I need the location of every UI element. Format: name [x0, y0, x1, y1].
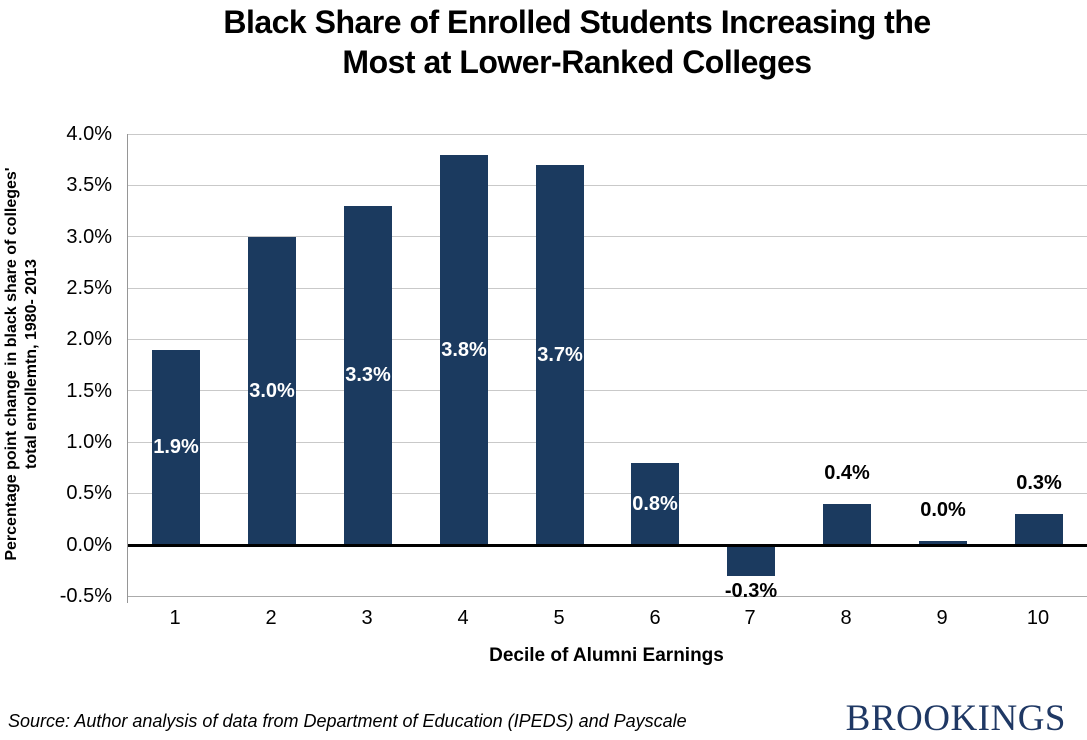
- y-tick-label: 1.0%: [66, 431, 112, 453]
- x-tick-label: 2: [265, 607, 277, 629]
- bar-label: 0.0%: [920, 499, 966, 521]
- bar-decile-2: [248, 237, 296, 545]
- bar-decile-1: [152, 350, 200, 545]
- chart-title-line1: Black Share of Enrolled Students Increas…: [223, 4, 931, 40]
- bar-decile-10: [1015, 514, 1063, 545]
- bar-label: 3.0%: [249, 380, 295, 402]
- bar-decile-7: [727, 545, 775, 576]
- brookings-logo: BROOKINGS: [845, 698, 1066, 739]
- x-tick-label: 5: [553, 607, 565, 629]
- bar-label: 3.3%: [345, 364, 391, 386]
- axis-corner-stub: [127, 596, 128, 603]
- bar-decile-6: [631, 463, 679, 545]
- gridline: [128, 595, 1087, 597]
- gridline: [128, 133, 1087, 135]
- chart-title: Black Share of Enrolled Students Increas…: [67, 2, 1087, 82]
- y-axis-tick-labels: 4.0% 3.5% 3.0% 2.5% 2.0% 1.5% 1.0% 0.5% 0.0% -0.5…: [0, 0, 112, 740]
- x-tick-label: 3: [361, 607, 373, 629]
- gridline: [128, 236, 1087, 238]
- x-axis-tick-labels: 1 2 3 4 5 6 7 8 9 10: [127, 606, 1086, 632]
- y-tick-label: 2.5%: [66, 277, 112, 299]
- bar-decile-8: [823, 504, 871, 545]
- gridline: [128, 184, 1087, 186]
- x-tick-label: 8: [840, 607, 852, 629]
- zero-baseline: [128, 544, 1087, 547]
- bar-decile-5: [536, 165, 584, 545]
- bar-label: 0.4%: [824, 462, 870, 484]
- bar-label: 3.8%: [441, 339, 487, 361]
- bar-decile-9: [919, 541, 967, 545]
- y-tick-label: 0.0%: [66, 533, 112, 556]
- x-axis-title: Decile of Alumni Earnings: [489, 645, 724, 666]
- x-tick-label: 1: [169, 607, 181, 629]
- source-note: Source: Author analysis of data from Dep…: [8, 711, 687, 731]
- gridline: [128, 338, 1087, 340]
- bar-label: -0.3%: [724, 580, 778, 602]
- x-tick-label: 9: [936, 607, 948, 629]
- gridline: [128, 492, 1087, 494]
- y-tick-label: 3.0%: [66, 225, 112, 248]
- bar-label: 1.9%: [153, 436, 199, 458]
- x-tick-label: 4: [457, 607, 469, 629]
- y-tick-label: 4.0%: [66, 123, 112, 145]
- bar-decile-3: [344, 206, 392, 545]
- y-tick-label: 1.5%: [66, 379, 112, 402]
- y-tick-label: 3.5%: [66, 174, 112, 197]
- gridline: [128, 441, 1087, 443]
- bar-label: 0.3%: [1016, 472, 1062, 494]
- y-tick-label: 2.0%: [66, 328, 112, 351]
- bar-label: 0.8%: [632, 493, 678, 515]
- x-tick-label: 7: [744, 607, 756, 629]
- x-tick-label: 6: [649, 607, 661, 629]
- y-tick-label: 0.5%: [66, 482, 112, 505]
- x-tick-label: 10: [1026, 607, 1050, 629]
- gridline: [128, 390, 1087, 392]
- y-tick-label: -0.5%: [59, 585, 112, 607]
- plot-area: 1.9% 3.0% 3.3% 3.8% 3.7% 0.8% -0.3% 0.4% 0.0% 0.3…: [127, 133, 1087, 603]
- chart-title-line2: Most at Lower-Ranked Colleges: [342, 44, 812, 80]
- bar-decile-4: [440, 155, 488, 545]
- bar-label: 3.7%: [537, 344, 583, 366]
- gridline: [128, 287, 1087, 289]
